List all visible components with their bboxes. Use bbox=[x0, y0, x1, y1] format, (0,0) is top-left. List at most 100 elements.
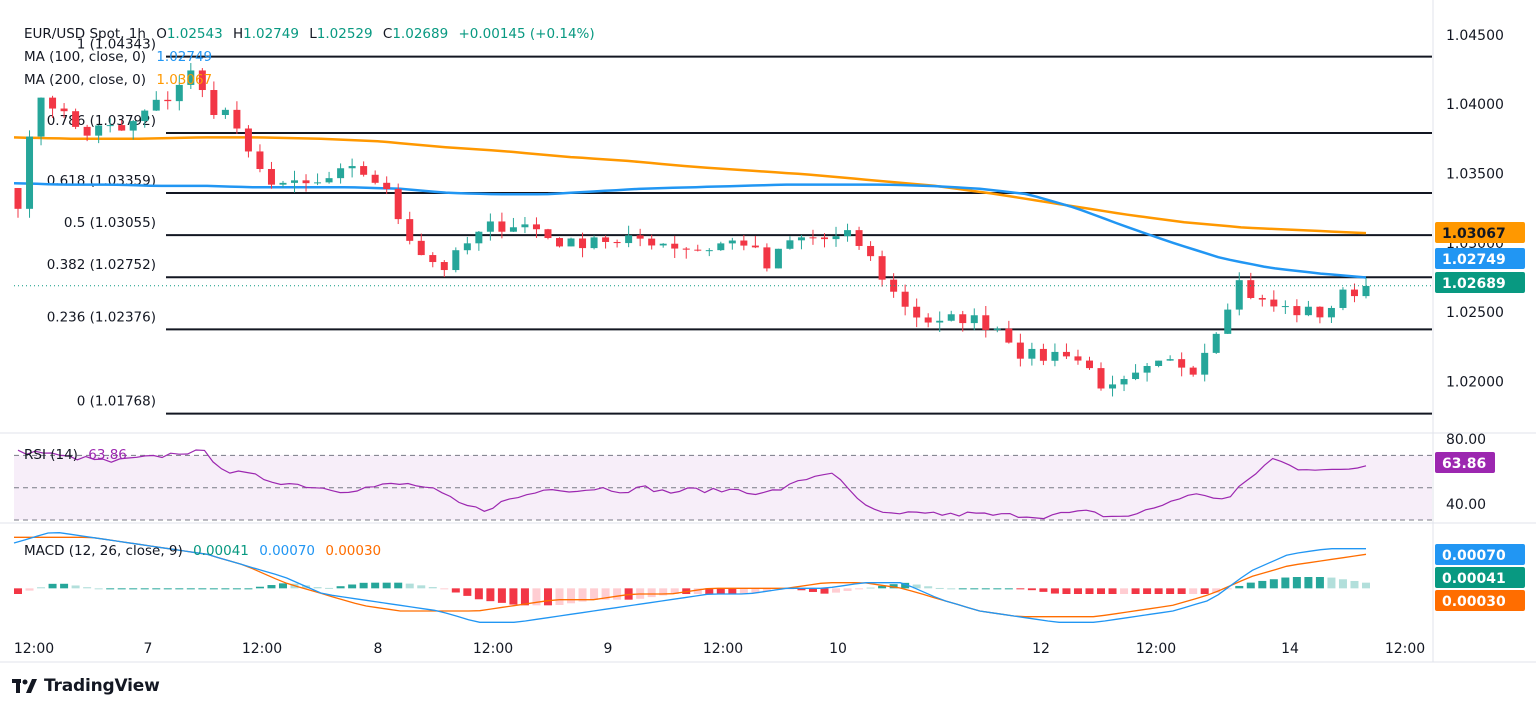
candle-down bbox=[809, 237, 817, 239]
candle-down bbox=[682, 248, 690, 250]
price-tick-label: 1.03500 bbox=[1446, 166, 1504, 182]
macd-histogram-bar bbox=[832, 588, 841, 593]
candle-down bbox=[1039, 348, 1047, 361]
macd-histogram-bar bbox=[140, 588, 149, 590]
macd-histogram-bar bbox=[1281, 577, 1290, 589]
candles-series bbox=[14, 63, 1432, 397]
macd-histogram-bar bbox=[313, 587, 322, 589]
candle-down bbox=[72, 111, 80, 127]
rsi-panel bbox=[14, 449, 1432, 521]
candle-up bbox=[1132, 372, 1140, 380]
candle-up bbox=[325, 178, 333, 183]
candle-down bbox=[1085, 360, 1093, 369]
macd-histogram-bar bbox=[924, 586, 933, 589]
macd-histogram-bar bbox=[198, 588, 207, 590]
macd-histogram-bar bbox=[647, 588, 656, 598]
candle-up bbox=[993, 328, 1001, 330]
macd-histogram-bar bbox=[1143, 588, 1152, 594]
macd-histogram-bar bbox=[762, 588, 771, 592]
ma200-line bbox=[13, 136, 1367, 235]
macd-histogram-bar bbox=[1235, 585, 1244, 589]
time-tick-label: 10 bbox=[829, 641, 847, 657]
fib-level-label: 1 (1.04343) bbox=[77, 37, 156, 53]
time-tick-label: 9 bbox=[604, 641, 613, 657]
candle-up bbox=[705, 250, 713, 252]
candle-down bbox=[636, 235, 644, 239]
candle-down bbox=[406, 219, 414, 241]
candle-down bbox=[579, 238, 587, 249]
candle-down bbox=[1270, 299, 1278, 307]
time-tick-label: 12:00 bbox=[1385, 641, 1425, 657]
candle-down bbox=[763, 247, 771, 269]
svg-text:63.86: 63.86 bbox=[1442, 456, 1486, 472]
macd-histogram-bar bbox=[590, 588, 599, 600]
ma100-legend: MA (100, close, 0) 1.02749 bbox=[24, 49, 212, 65]
macd-histogram-bar bbox=[94, 588, 103, 590]
ma100-line bbox=[13, 181, 1367, 279]
macd-histogram-bar bbox=[371, 582, 380, 589]
time-tick-label: 7 bbox=[144, 641, 153, 657]
macd-histogram-bar bbox=[1016, 588, 1025, 590]
rsi-value-badge: 63.86 bbox=[1435, 452, 1495, 473]
candle-down bbox=[118, 125, 126, 131]
svg-text:0.00070: 0.00070 bbox=[1442, 548, 1506, 564]
candle-up bbox=[175, 84, 183, 102]
macd-histogram-bar bbox=[993, 588, 1002, 590]
macd-histogram-bar bbox=[336, 586, 345, 589]
candle-down bbox=[394, 189, 402, 220]
time-tick-label: 12:00 bbox=[14, 641, 54, 657]
candle-down bbox=[1005, 328, 1013, 343]
macd-histogram-bar bbox=[578, 588, 587, 602]
macd-histogram-bar bbox=[751, 588, 760, 594]
macd-histogram-bar bbox=[1085, 588, 1094, 594]
candle-up bbox=[337, 168, 345, 179]
candle-down bbox=[1016, 342, 1024, 359]
candle-down bbox=[164, 99, 172, 102]
macd-histogram-bar bbox=[1362, 582, 1370, 589]
macd-histogram-bar bbox=[659, 588, 668, 596]
time-tick-label: 8 bbox=[374, 641, 383, 657]
tradingview-logo[interactable]: TradingView bbox=[12, 676, 160, 696]
candle-down bbox=[198, 70, 206, 91]
macd-histogram-bar bbox=[808, 588, 817, 592]
candle-down bbox=[360, 166, 368, 175]
macd-histogram-bar bbox=[60, 583, 69, 589]
last-price-badge: 1.02689 bbox=[1435, 272, 1525, 293]
candle-down bbox=[233, 109, 241, 129]
macd-panel bbox=[13, 532, 1370, 623]
candle-up bbox=[348, 166, 356, 169]
macd-histogram-bar bbox=[843, 588, 852, 591]
candle-up bbox=[1051, 351, 1059, 361]
macd-histogram-bar bbox=[935, 587, 944, 589]
macd-histogram-bar bbox=[901, 582, 910, 589]
candle-down bbox=[302, 180, 310, 184]
macd-histogram-bar bbox=[1027, 588, 1036, 591]
macd-legend: MACD (12, 26, close, 9) 0.00041 0.00070 … bbox=[24, 543, 381, 559]
macd-histogram-bar bbox=[1304, 577, 1313, 589]
macd-histogram-bar bbox=[152, 588, 161, 590]
candle-down bbox=[959, 314, 967, 324]
macd-histogram-bar bbox=[129, 588, 138, 590]
macd-hist-badge: 0.00030 bbox=[1435, 590, 1525, 611]
macd-histogram-bar bbox=[175, 588, 184, 590]
candle-up bbox=[129, 121, 137, 131]
macd-histogram-bar bbox=[947, 588, 956, 590]
candle-up bbox=[291, 180, 299, 183]
candle-down bbox=[694, 249, 702, 251]
candle-down bbox=[244, 128, 252, 152]
rsi-legend: RSI (14) 63.86 bbox=[24, 447, 127, 463]
candle-up bbox=[625, 235, 633, 244]
candle-up bbox=[1362, 285, 1370, 297]
macd-histogram-bar bbox=[1108, 588, 1117, 594]
macd-histogram-bar bbox=[417, 585, 426, 589]
candle-up bbox=[452, 250, 460, 271]
candle-down bbox=[878, 256, 886, 280]
time-tick-label: 12:00 bbox=[703, 641, 743, 657]
price-tick-label: 1.02500 bbox=[1446, 305, 1504, 321]
macd-histogram-bar bbox=[463, 588, 472, 596]
macd-histogram-bar bbox=[1189, 588, 1198, 594]
rsi-tick-label: 80.00 bbox=[1446, 432, 1486, 448]
macd-histogram-bar bbox=[981, 588, 990, 590]
svg-text:1.03067: 1.03067 bbox=[1442, 226, 1506, 242]
